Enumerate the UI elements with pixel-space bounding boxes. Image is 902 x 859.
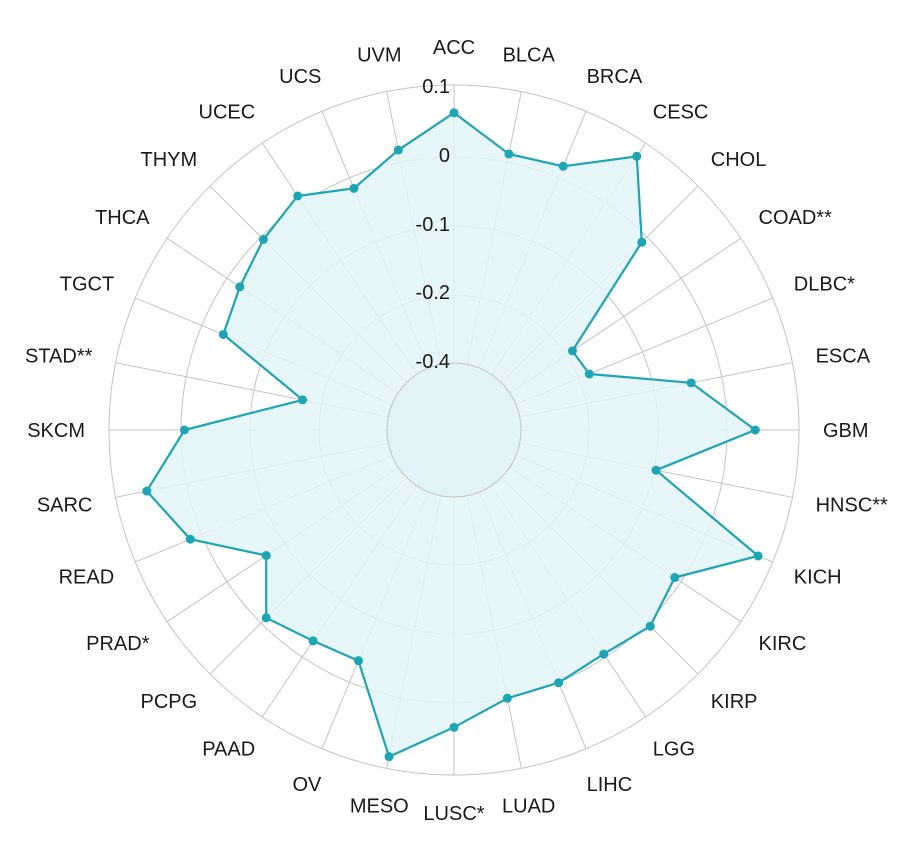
tick-label: -0.4 [416,351,450,373]
data-point-UCEC [293,191,303,201]
data-point-KIRC [670,573,680,583]
data-point-UVM [393,145,403,155]
data-point-BRCA [558,161,568,171]
data-point-UCS [349,183,359,193]
category-label: COAD** [759,207,833,229]
data-point-THYM [258,234,268,244]
category-label: SKCM [27,420,85,442]
category-label: UCEC [199,102,256,124]
category-label: DLBC* [794,273,855,295]
data-point-THCA [235,282,245,292]
category-label: THCA [95,207,150,229]
data-point-LUSC [449,722,459,732]
category-label: PCPG [141,691,198,713]
data-point-READ [185,534,195,544]
data-point-MESO [384,752,394,762]
category-label: BLCA [503,44,556,66]
data-point-BLCA [504,149,514,159]
data-point-LUAD [502,693,512,703]
category-label: THYM [141,149,198,171]
data-point-PCPG [261,613,271,623]
category-label: ESCA [816,345,871,367]
category-label: STAD** [25,345,93,367]
category-label: ACC [433,37,475,59]
category-label: MESO [350,796,409,818]
category-label: KICH [794,567,842,589]
category-label: CHOL [711,149,767,171]
category-label: UVM [357,44,401,66]
category-label: OV [292,774,322,796]
inner-circle [386,362,522,498]
tick-label: 0.1 [422,76,450,98]
category-label: UCS [279,66,321,88]
category-label: LUAD [502,796,555,818]
category-label: KIRC [759,633,807,655]
category-labels: ACC BLCA BRCA CESC CHOL COAD** DLBC* ESCA GBM HNS… [25,37,888,825]
category-label: READ [59,567,115,589]
data-point-CHOL [637,237,647,247]
data-point-OV [353,656,363,666]
tick-label: -0.2 [416,282,450,304]
data-point-ACC [449,108,459,118]
category-label: LGG [653,739,695,761]
data-point-LGG [599,649,609,659]
data-point-SARC [142,486,152,496]
data-point-SKCM [179,425,189,435]
data-point-DLBC [584,369,594,379]
data-point-ESCA [686,378,696,388]
category-label: PRAD* [86,633,150,655]
category-label: PAAD [202,739,255,761]
category-label: LIHC [587,774,633,796]
category-label: HNSC** [816,495,888,517]
tick-label: 0 [439,145,450,167]
category-label: LUSC* [423,803,484,825]
category-label: BRCA [587,66,643,88]
data-point-GBM [750,425,760,435]
data-point-STAD [298,395,308,405]
data-point-COAD [567,346,577,356]
data-point-LIHC [554,678,564,688]
category-label: SARC [37,495,93,517]
series-layer [142,108,763,762]
data-point-CESC [632,151,642,161]
category-label: KIRP [711,691,758,713]
radial-ticks: 0.1 0 -0.1 -0.2 -0.4 [416,76,450,373]
category-label: GBM [823,420,869,442]
data-point-KICH [753,551,763,561]
data-point-KIRP [645,621,655,631]
data-point-PRAD [261,550,271,560]
data-point-HNSC [651,465,661,475]
category-label: CESC [653,102,709,124]
tick-label: -0.1 [416,214,450,236]
data-point-PAAD [308,636,318,646]
data-point-TGCT [218,329,228,339]
category-label: TGCT [60,273,114,295]
